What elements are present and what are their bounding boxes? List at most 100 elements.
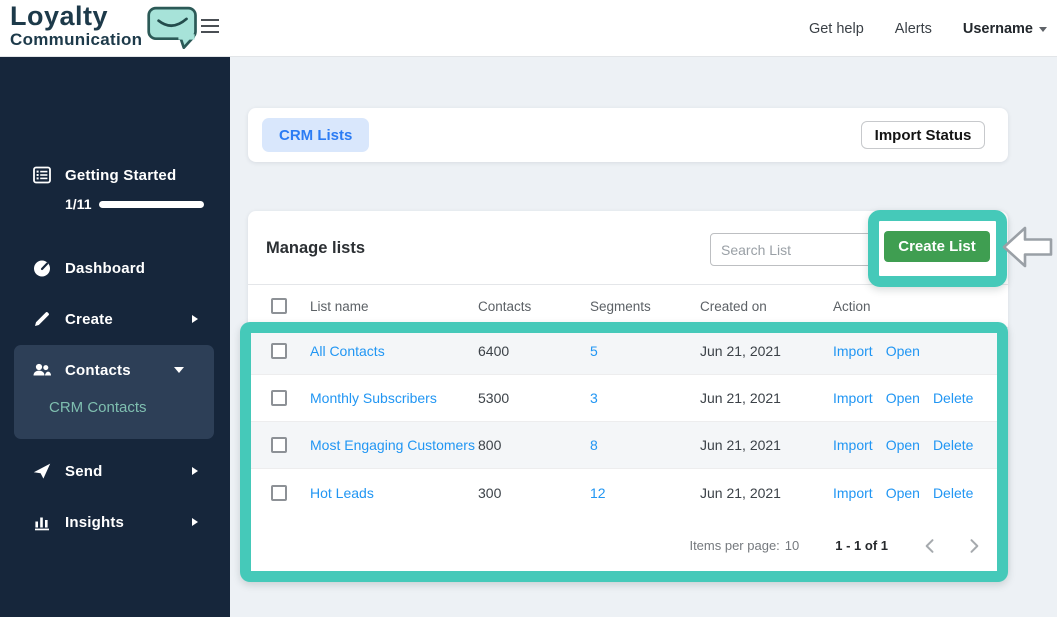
segments-link[interactable]: 8	[590, 437, 598, 453]
list-icon	[32, 165, 52, 185]
dashboard-icon	[32, 258, 52, 278]
table-row: Monthly Subscribers 5300 3 Jun 21, 2021 …	[248, 375, 1008, 422]
select-all-checkbox[interactable]	[271, 298, 287, 314]
table-row: Hot Leads 300 12 Jun 21, 2021 Import Ope…	[248, 469, 1008, 516]
sidebar-item-getting-started[interactable]: Getting Started 1/11	[0, 162, 230, 212]
paper-plane-icon	[32, 461, 52, 481]
lists-toolbar-card: CRM Lists Import Status	[248, 108, 1008, 162]
chevron-right-icon	[192, 467, 198, 475]
import-link[interactable]: Import	[833, 390, 873, 406]
alerts-link[interactable]: Alerts	[894, 20, 932, 37]
create-list-button[interactable]: Create List	[884, 231, 990, 262]
logo-text: Loyalty Communication	[10, 1, 143, 49]
sidebar-item-contacts[interactable]: Contacts	[14, 355, 214, 385]
sidebar-item-label: Contacts	[65, 361, 131, 379]
sidebar-item-label: Dashboard	[65, 259, 146, 277]
chevron-down-icon	[174, 367, 184, 373]
list-name-link[interactable]: All Contacts	[310, 343, 385, 359]
import-link[interactable]: Import	[833, 484, 873, 501]
open-link[interactable]: Open	[885, 484, 920, 501]
row-checkbox[interactable]	[271, 343, 287, 359]
username-menu[interactable]: Username	[963, 21, 1047, 37]
items-per-page-label: Items per page:	[689, 538, 780, 553]
contacts-count: 5300	[478, 390, 510, 406]
open-link[interactable]: Open	[885, 390, 920, 406]
sidebar-item-label: Send	[65, 462, 103, 480]
open-link[interactable]: Open	[885, 437, 920, 453]
created-date: Jun 21, 2021	[700, 343, 781, 359]
bar-chart-icon	[32, 512, 52, 532]
progress-bar	[99, 200, 205, 208]
import-link[interactable]: Import	[833, 437, 873, 453]
chevron-right-icon	[192, 518, 198, 526]
column-header-action: Action	[833, 298, 871, 314]
delete-link[interactable]: Delete	[932, 437, 974, 453]
import-link[interactable]: Import	[833, 343, 873, 359]
column-header-created-on: Created on	[700, 298, 767, 314]
previous-page-button[interactable]	[918, 534, 942, 558]
contacts-count: 300	[478, 484, 502, 501]
sidebar-item-label: Getting Started	[65, 166, 177, 184]
sidebar-item-label: Insights	[65, 513, 125, 531]
row-checkbox[interactable]	[271, 484, 287, 501]
manage-lists-header: Manage lists Create List	[248, 211, 1008, 285]
delete-link[interactable]: Delete	[932, 390, 974, 406]
table-row: Most Engaging Customers 800 8 Jun 21, 20…	[248, 422, 1008, 469]
segments-link[interactable]: 12	[590, 484, 606, 501]
sidebar-item-dashboard[interactable]: Dashboard	[0, 253, 230, 283]
column-header-list-name: List name	[310, 298, 369, 314]
table-pagination: Items per page: 10 1 - 1 of 1	[248, 516, 1008, 575]
sidebar: Getting Started 1/11 Dashboard	[0, 57, 230, 617]
list-name-link[interactable]: Most Engaging Customers	[310, 437, 475, 453]
open-link[interactable]: Open	[885, 343, 920, 359]
chevron-right-icon	[192, 315, 198, 323]
items-per-page-value[interactable]: 10	[784, 538, 800, 553]
next-page-button[interactable]	[962, 534, 986, 558]
row-checkbox[interactable]	[271, 437, 287, 453]
logo-line2: Communication	[10, 30, 143, 49]
created-date: Jun 21, 2021	[700, 390, 781, 406]
created-date: Jun 21, 2021	[700, 437, 781, 453]
list-name-link[interactable]: Hot Leads	[310, 484, 374, 501]
table-header-row: List name Contacts Segments Created on A…	[248, 285, 1008, 328]
sidebar-item-crm-contacts[interactable]: CRM Contacts	[49, 399, 147, 416]
people-icon	[32, 360, 52, 380]
sidebar-item-label: Create	[65, 310, 113, 328]
column-header-segments: Segments	[590, 298, 651, 314]
row-checkbox[interactable]	[271, 390, 287, 406]
header-nav: Get help Alerts Username	[809, 0, 1047, 57]
get-help-link[interactable]: Get help	[808, 20, 864, 37]
sidebar-item-create[interactable]: Create	[0, 304, 230, 334]
import-status-button[interactable]: Import Status	[861, 121, 985, 149]
contacts-count: 6400	[478, 343, 510, 359]
delete-link[interactable]: Delete	[932, 484, 974, 501]
segments-link[interactable]: 5	[590, 343, 598, 359]
pencil-icon	[32, 309, 52, 329]
table-row: All Contacts 6400 5 Jun 21, 2021 Import …	[248, 328, 1008, 375]
annotation-arrow-cursor	[1002, 226, 1053, 268]
sidebar-item-insights[interactable]: Insights	[0, 507, 230, 537]
hamburger-menu-icon[interactable]	[201, 19, 219, 35]
chevron-down-icon	[1039, 27, 1047, 32]
contacts-count: 800	[478, 437, 502, 453]
getting-started-progress: 1/11	[0, 196, 230, 212]
sidebar-group-contacts: Contacts CRM Contacts	[14, 345, 214, 439]
chat-bubble-icon	[147, 6, 198, 49]
column-header-contacts: Contacts	[478, 298, 532, 314]
segments-link[interactable]: 3	[590, 390, 598, 406]
logo-line1: Loyalty	[10, 1, 109, 31]
list-name-link[interactable]: Monthly Subscribers	[310, 390, 437, 406]
created-date: Jun 21, 2021	[700, 484, 781, 501]
top-header: Loyalty Communication Get help Alerts Us…	[0, 0, 1057, 57]
sidebar-item-send[interactable]: Send	[0, 456, 230, 486]
items-per-page: Items per page: 10	[689, 538, 799, 553]
tab-crm-lists[interactable]: CRM Lists	[262, 118, 370, 152]
search-list-input[interactable]	[710, 233, 876, 266]
manage-lists-title: Manage lists	[266, 239, 366, 257]
username-label: Username	[962, 20, 1033, 37]
logo[interactable]: Loyalty Communication	[10, 3, 200, 49]
lists-table: List name Contacts Segments Created on A…	[248, 285, 1008, 516]
manage-lists-card: Manage lists Create List List name Conta…	[248, 211, 1008, 575]
progress-count: 1/11	[65, 196, 92, 212]
